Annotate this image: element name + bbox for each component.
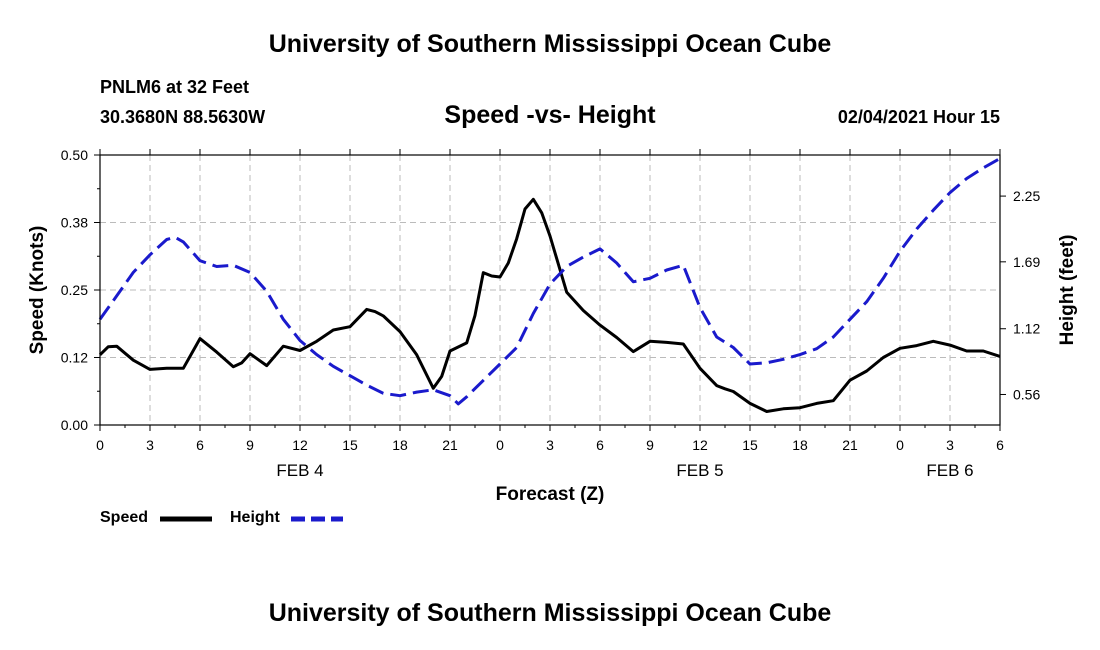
forecast-date-label: 02/04/2021 Hour 15 <box>837 107 1000 127</box>
x-tick-label: 18 <box>392 437 408 453</box>
y-tick-label: 0.25 <box>61 282 88 298</box>
x-tick-label: 15 <box>342 437 358 453</box>
legend-speed-label: Speed <box>100 509 149 526</box>
y-tick-label: 0.50 <box>61 147 88 163</box>
speed-series-line <box>98 197 1001 413</box>
date-label: FEB 6 <box>926 461 973 480</box>
x-tick-label: 15 <box>742 437 758 453</box>
chart-grid <box>100 155 1000 425</box>
x-tick-label: 3 <box>546 437 554 453</box>
x-tick-label: 3 <box>146 437 154 453</box>
y-tick-label: 0.00 <box>61 417 88 433</box>
date-label: FEB 5 <box>676 461 723 480</box>
x-axis-label: Forecast (Z) <box>496 484 605 505</box>
footer-title: University of Southern Mississippi Ocean… <box>268 599 832 627</box>
y2-tick-label: 0.56 <box>1013 386 1040 402</box>
x-tick-label: 3 <box>946 437 954 453</box>
page-title: University of Southern Mississippi Ocean… <box>268 30 832 58</box>
x-tick-label: 0 <box>96 437 104 453</box>
date-label: FEB 4 <box>276 461 323 480</box>
x-tick-label: 0 <box>496 437 504 453</box>
x-tick-label: 6 <box>596 437 604 453</box>
x-tick-label: 21 <box>842 437 858 453</box>
x-tick-label: 9 <box>246 437 254 453</box>
chart-series <box>98 157 1001 413</box>
station-label: PNLM6 at 32 Feet <box>100 77 250 97</box>
y2-tick-label: 2.25 <box>1013 188 1040 204</box>
axis-ticks: 0 3 6 9 12 15 18 21 0 3 6 9 12 15 18 21 0 3 6 0.00 0.12 0.25 0… <box>61 147 1041 480</box>
x-tick-label: 12 <box>292 437 308 453</box>
y2-axis-label: Height (feet) <box>1057 235 1078 346</box>
x-tick-label: 18 <box>792 437 808 453</box>
y2-tick-label: 1.69 <box>1013 254 1040 270</box>
x-tick-label: 0 <box>896 437 904 453</box>
x-tick-label: 6 <box>196 437 204 453</box>
x-tick-label: 21 <box>442 437 458 453</box>
y-axis-label: Speed (Knots) <box>27 226 48 355</box>
x-tick-label: 6 <box>996 437 1004 453</box>
height-series-line <box>98 157 1001 406</box>
coordinates-label: 30.3680N 88.5630W <box>100 107 266 127</box>
x-tick-label: 12 <box>692 437 708 453</box>
y-tick-label: 0.12 <box>61 350 88 366</box>
y-tick-label: 0.38 <box>61 215 88 231</box>
x-tick-label: 9 <box>646 437 654 453</box>
chart-subtitle: Speed -vs- Height <box>444 101 656 129</box>
y2-tick-label: 1.12 <box>1013 321 1040 337</box>
legend-height-label: Height <box>230 509 280 526</box>
